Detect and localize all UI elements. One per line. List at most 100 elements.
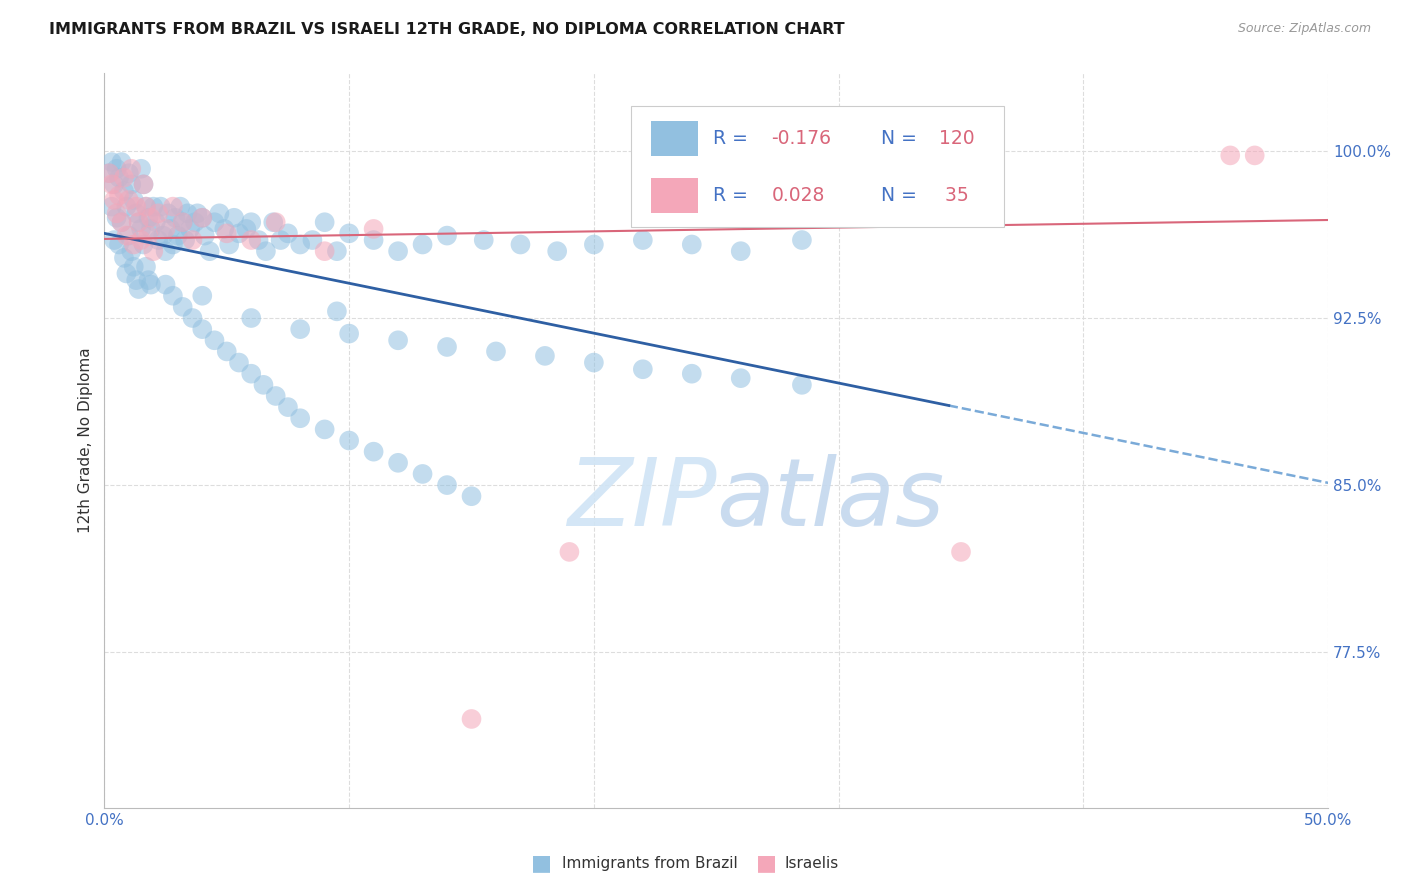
Point: [558, 545, 581, 559]
Point: [950, 545, 973, 559]
Point: [129, 233, 152, 247]
Point: [631, 362, 654, 376]
Text: R =: R =: [713, 186, 754, 204]
Point: [120, 244, 142, 259]
Point: [240, 367, 263, 381]
Point: [730, 371, 752, 385]
Point: [262, 215, 284, 229]
Point: [162, 289, 184, 303]
Point: [155, 222, 177, 236]
Point: [509, 237, 531, 252]
Point: [631, 233, 654, 247]
Text: atlas: atlas: [716, 454, 945, 545]
Point: [142, 200, 165, 214]
Text: N =: N =: [882, 186, 924, 204]
Bar: [651, 178, 697, 213]
Point: [186, 206, 208, 220]
Point: [534, 349, 557, 363]
Point: [228, 355, 250, 369]
Point: [155, 244, 177, 259]
Point: [165, 211, 187, 225]
Point: [115, 267, 138, 281]
Point: [159, 222, 181, 236]
Text: Israelis: Israelis: [785, 856, 839, 871]
Point: [152, 228, 174, 243]
Text: Source: ZipAtlas.com: Source: ZipAtlas.com: [1237, 22, 1371, 36]
Point: [247, 233, 270, 247]
Point: [110, 215, 132, 229]
Point: [138, 211, 160, 225]
Point: [112, 251, 135, 265]
Point: [156, 206, 179, 220]
Point: [103, 233, 125, 247]
Point: [240, 215, 263, 229]
Point: [135, 260, 157, 274]
Point: [290, 322, 312, 336]
Point: [582, 355, 605, 369]
Point: [105, 206, 128, 220]
Point: [240, 311, 263, 326]
Point: [105, 161, 128, 176]
Point: [118, 228, 141, 243]
Point: [148, 233, 170, 247]
Point: [128, 215, 150, 229]
Point: [176, 206, 198, 220]
Point: [218, 237, 240, 252]
Point: [149, 200, 172, 214]
Point: [790, 233, 813, 247]
Point: [314, 215, 336, 229]
Point: [436, 340, 458, 354]
Point: [215, 227, 238, 241]
Point: [135, 200, 157, 214]
Point: [110, 155, 132, 169]
Point: [100, 178, 122, 192]
Point: [120, 178, 142, 192]
Point: [363, 444, 385, 458]
Point: [240, 233, 263, 247]
Point: [387, 244, 409, 259]
Point: [224, 211, 246, 225]
Point: [326, 304, 349, 318]
Point: [181, 233, 204, 247]
Point: [337, 434, 360, 448]
Point: [118, 193, 141, 207]
Point: [115, 228, 138, 243]
Point: [122, 193, 145, 207]
Point: [290, 411, 312, 425]
Point: [145, 215, 167, 229]
Point: [337, 227, 360, 241]
Point: [264, 389, 287, 403]
Point: [105, 211, 128, 225]
Point: [204, 215, 226, 229]
Point: [436, 228, 458, 243]
Point: [98, 166, 121, 180]
Point: [125, 273, 148, 287]
Point: [208, 206, 231, 220]
Point: [790, 377, 813, 392]
Point: [681, 367, 703, 381]
Text: -0.176: -0.176: [772, 128, 831, 148]
Point: [460, 712, 482, 726]
Point: [129, 161, 152, 176]
Point: [155, 277, 177, 292]
Point: [214, 222, 236, 236]
Point: [546, 244, 568, 259]
Point: [169, 200, 191, 214]
Point: [139, 277, 162, 292]
Point: [125, 206, 148, 220]
Point: [118, 166, 141, 180]
Point: [412, 237, 434, 252]
Point: [387, 333, 409, 347]
Point: [194, 228, 217, 243]
Y-axis label: 12th Grade, No Diploma: 12th Grade, No Diploma: [79, 348, 93, 533]
Point: [132, 237, 155, 252]
Text: 35: 35: [939, 186, 969, 204]
Point: [132, 178, 155, 192]
Text: 120: 120: [939, 128, 974, 148]
Text: IMMIGRANTS FROM BRAZIL VS ISRAELI 12TH GRADE, NO DIPLOMA CORRELATION CHART: IMMIGRANTS FROM BRAZIL VS ISRAELI 12TH G…: [49, 22, 845, 37]
Point: [277, 400, 299, 414]
Point: [166, 228, 188, 243]
Point: [122, 237, 145, 252]
Point: [103, 193, 125, 207]
Point: [290, 237, 312, 252]
